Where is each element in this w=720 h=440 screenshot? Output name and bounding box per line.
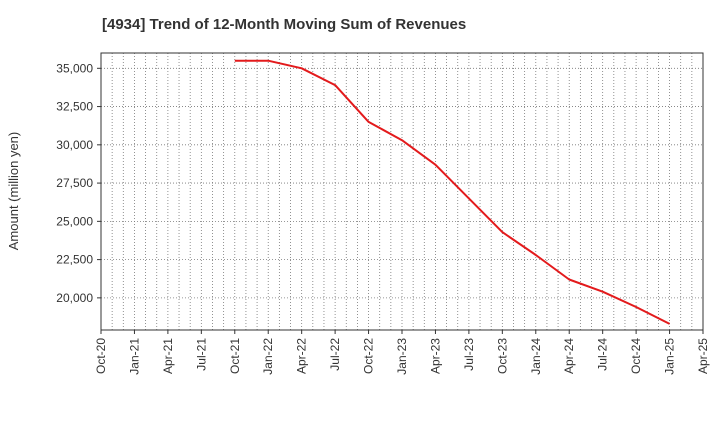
x-tick-label: Apr-23 [428, 338, 442, 374]
y-tick-label: 25,000 [56, 214, 93, 228]
x-tick-label: Apr-24 [562, 338, 576, 374]
x-tick-label: Apr-21 [161, 338, 175, 374]
x-tick-label: Jul-23 [462, 338, 476, 371]
grid-lines [101, 53, 703, 330]
x-axis-ticks: Oct-20 Jan-21 Apr-21 Jul-21 Oct-21 Jan-22 Apr-… [94, 330, 710, 375]
x-tick-label: Jan-21 [127, 338, 141, 375]
x-tick-label: Jul-22 [328, 338, 342, 371]
x-tick-label: Oct-20 [94, 338, 108, 374]
y-axis-ticks: 20,000 22,500 25,000 27,500 30,000 32,500 35,0… [56, 61, 101, 305]
series-layer [234, 59, 671, 325]
x-tick-label: Jul-21 [194, 338, 208, 371]
y-tick-label: 30,000 [56, 138, 93, 152]
y-tick-label: 20,000 [56, 291, 93, 305]
y-axis-title: Amount (million yen) [6, 132, 21, 251]
x-tick-label: Apr-22 [295, 338, 309, 374]
x-tick-label: Jan-22 [261, 338, 275, 375]
series-line [234, 59, 671, 325]
x-tick-label: Oct-23 [495, 338, 509, 374]
x-tick-label: Oct-22 [362, 338, 376, 374]
x-tick-label: Jan-25 [663, 338, 677, 375]
chart-title: [4934] Trend of 12-Month Moving Sum of R… [102, 16, 467, 33]
x-tick-label: Jul-24 [596, 338, 610, 371]
x-tick-label: Jan-23 [395, 338, 409, 375]
x-tick-label: Apr-25 [696, 338, 710, 374]
y-tick-label: 27,500 [56, 176, 93, 190]
x-tick-label: Jan-24 [529, 338, 543, 375]
x-tick-label: Oct-21 [228, 338, 242, 374]
plot-border [100, 52, 704, 331]
x-tick-label: Oct-24 [629, 338, 643, 374]
y-tick-label: 22,500 [56, 253, 93, 267]
y-tick-label: 32,500 [56, 100, 93, 114]
y-tick-label: 35,000 [56, 61, 93, 75]
